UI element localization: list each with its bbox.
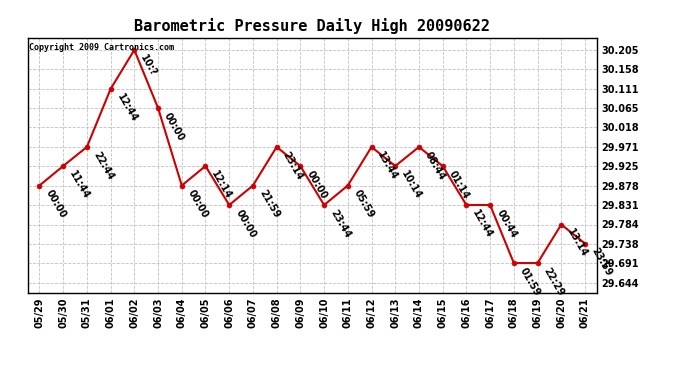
Text: 12:44: 12:44 bbox=[471, 208, 495, 240]
Text: 00:00: 00:00 bbox=[162, 111, 186, 142]
Text: 13:14: 13:14 bbox=[565, 227, 589, 259]
Text: 23:59: 23:59 bbox=[589, 246, 613, 278]
Text: 23:14: 23:14 bbox=[281, 150, 305, 182]
Text: 00:00: 00:00 bbox=[233, 208, 257, 240]
Text: 22:44: 22:44 bbox=[91, 150, 115, 182]
Text: 00:00: 00:00 bbox=[186, 188, 210, 220]
Text: 10:?: 10:? bbox=[139, 53, 159, 78]
Text: 00:00: 00:00 bbox=[304, 169, 328, 201]
Text: 01:14: 01:14 bbox=[447, 169, 471, 201]
Text: Copyright 2009 Cartronics.com: Copyright 2009 Cartronics.com bbox=[29, 43, 174, 52]
Text: 21:59: 21:59 bbox=[257, 188, 282, 220]
Text: 00:44: 00:44 bbox=[494, 208, 518, 240]
Text: 01:59: 01:59 bbox=[518, 266, 542, 298]
Text: 08:44: 08:44 bbox=[423, 150, 447, 182]
Text: 13:44: 13:44 bbox=[375, 150, 400, 182]
Text: 22:29: 22:29 bbox=[542, 266, 566, 298]
Text: 00:00: 00:00 bbox=[43, 188, 68, 220]
Title: Barometric Pressure Daily High 20090622: Barometric Pressure Daily High 20090622 bbox=[135, 18, 490, 33]
Text: 12:14: 12:14 bbox=[210, 169, 234, 201]
Text: 23:44: 23:44 bbox=[328, 208, 353, 240]
Text: 10:14: 10:14 bbox=[400, 169, 424, 201]
Text: 05:59: 05:59 bbox=[352, 188, 376, 220]
Text: 11:44: 11:44 bbox=[68, 169, 92, 201]
Text: 12:44: 12:44 bbox=[115, 92, 139, 123]
